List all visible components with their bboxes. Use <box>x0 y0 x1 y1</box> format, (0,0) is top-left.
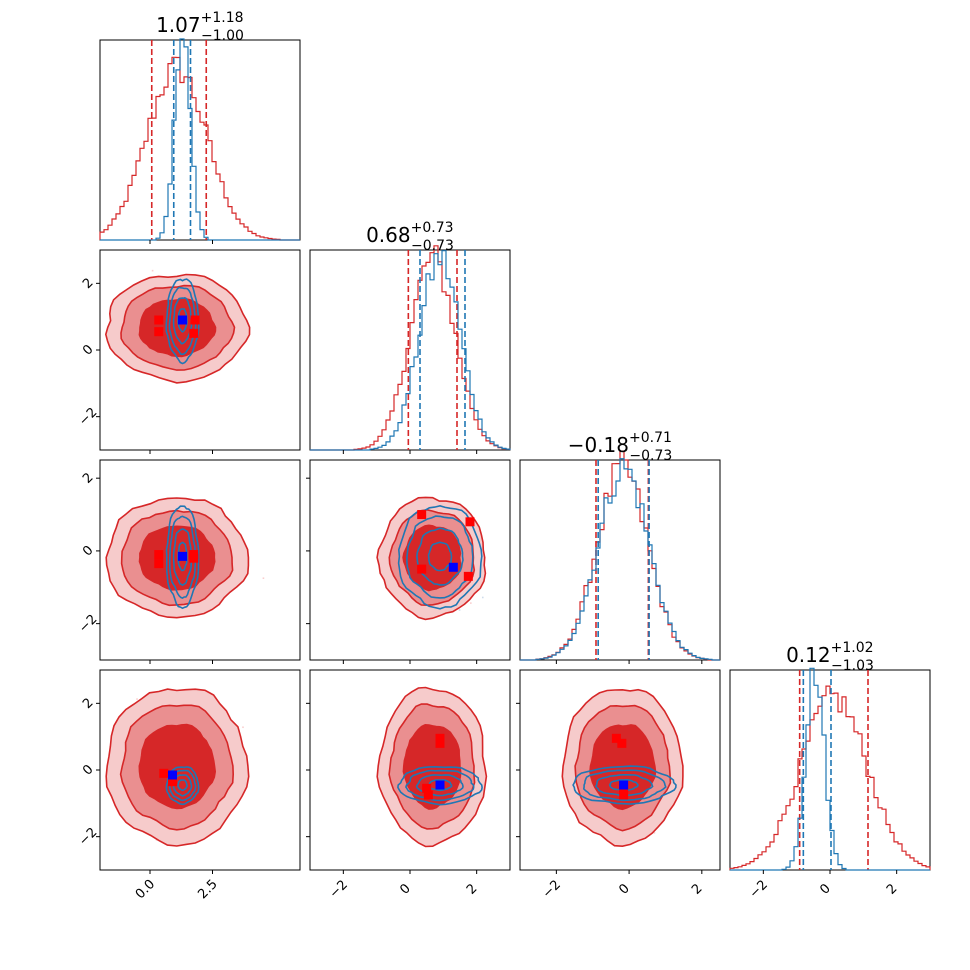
x-tick-label: 2 <box>689 881 705 897</box>
diag-panel-1: 1.07+1.18 −1.00 <box>99 10 301 241</box>
red-marker <box>465 517 475 527</box>
red-marker <box>423 790 433 800</box>
diag-panel-2: 0.68+0.73 −0.73 <box>309 220 511 451</box>
x-tick-label: 0 <box>817 881 833 897</box>
diag-panel-3: −0.18+0.71 −0.73 <box>519 430 721 661</box>
blue-sample-point <box>458 609 461 611</box>
blue-contour-4 <box>165 766 200 806</box>
x-tick-label: 2.5 <box>195 877 220 902</box>
red-sample-point <box>151 269 154 272</box>
red-marker <box>435 733 445 743</box>
panel-3-0: −2 0 2 <box>76 669 301 874</box>
panel-frame <box>99 459 301 661</box>
y-tick-label: −2 <box>76 612 100 636</box>
blue-marker <box>178 551 187 561</box>
red-marker <box>190 315 200 325</box>
red-marker <box>463 571 473 581</box>
red-marker <box>417 510 427 520</box>
y-tick-label: 0 <box>80 342 96 358</box>
blue-contour-4 <box>165 278 200 365</box>
red-marker <box>617 738 627 748</box>
panel-frame <box>729 669 931 871</box>
x-tick-label: −2 <box>327 877 351 901</box>
blue-marker <box>178 315 187 325</box>
panel-3-1 <box>306 669 511 874</box>
red-histogram <box>99 56 300 241</box>
blue-marker <box>448 562 458 572</box>
y-tick-label: −2 <box>76 825 100 849</box>
blue-contour-4 <box>397 765 483 806</box>
red-sample-point <box>242 726 244 729</box>
red-sample-point <box>653 832 656 834</box>
blue-contour-4 <box>397 504 483 610</box>
red-marker <box>154 559 164 569</box>
x-tick-label: −2 <box>540 877 564 901</box>
red-marker <box>168 777 177 787</box>
y-tick-label: 0 <box>80 762 96 778</box>
x-tick-label: 2 <box>884 881 900 897</box>
red-marker <box>154 315 164 325</box>
y-tick-label: −2 <box>76 405 100 429</box>
blue-contour-1 <box>427 541 453 572</box>
x-tick-label: 0 <box>397 881 413 897</box>
y-tick-label: 0 <box>80 543 96 559</box>
red-marker <box>422 783 432 793</box>
title-param-2: 0.68+0.73 −0.73 <box>366 220 454 254</box>
red-marker <box>159 768 169 778</box>
red-marker <box>154 327 164 337</box>
red-sample-point <box>262 577 265 579</box>
red-marker <box>189 553 199 563</box>
red-marker <box>619 790 629 800</box>
title-param-4: 0.12+1.02 −1.03 <box>786 640 874 674</box>
blue-histogram <box>730 667 930 871</box>
panel-frame <box>99 39 301 241</box>
blue-contour-4 <box>165 505 200 610</box>
x-tick-label: 0 <box>616 881 632 897</box>
blue-contour-2 <box>594 774 654 797</box>
blue-marker <box>435 780 445 790</box>
title-param-1: 1.07+1.18 −1.00 <box>156 10 244 44</box>
blue-contour-2 <box>415 774 464 797</box>
x-tick-label: 2 <box>464 881 480 897</box>
panel-3-2 <box>516 669 721 874</box>
blue-contour-3 <box>405 769 475 802</box>
red-sample-point <box>470 602 472 604</box>
blue-histogram <box>100 38 300 241</box>
blue-contour-3 <box>582 769 667 802</box>
red-marker <box>611 733 621 743</box>
blue-histogram <box>310 250 511 451</box>
y-tick-label: 2 <box>80 695 96 711</box>
blue-contour-2 <box>416 527 464 586</box>
blue-contour-2 <box>172 297 193 345</box>
blue-contour-3 <box>168 515 197 599</box>
blue-contour-2 <box>172 528 193 587</box>
y-tick-label: 2 <box>80 275 96 291</box>
blue-contour-1 <box>608 779 639 792</box>
blue-contour-3 <box>406 515 474 599</box>
blue-marker <box>619 780 629 790</box>
red-marker <box>154 550 164 560</box>
diag-panel-4: 0.12+1.02 −1.03 <box>729 640 931 871</box>
red-histogram <box>729 685 931 870</box>
red-marker <box>417 564 427 574</box>
x-tick-label: −2 <box>747 877 771 901</box>
red-marker <box>435 738 445 748</box>
red-marker <box>189 328 199 338</box>
panel-1-0: −2 0 2 <box>76 249 301 454</box>
blue-contour-3 <box>168 286 197 356</box>
panel-2-1 <box>306 459 511 664</box>
y-tick-label: 2 <box>80 470 96 486</box>
blue-contour-4 <box>572 765 677 805</box>
red-sample-point <box>136 698 138 700</box>
panel-frame <box>309 249 511 451</box>
title-param-3: −0.18+0.71 −0.73 <box>568 430 673 464</box>
blue-contour-1 <box>177 779 188 792</box>
panel-2-0: −2 0 2 <box>76 459 301 664</box>
x-tick-label: 0.0 <box>133 877 158 902</box>
blue-histogram <box>520 458 720 661</box>
blue-sample-point <box>481 596 484 599</box>
panel-frame <box>519 459 721 661</box>
blue-marker <box>168 770 177 780</box>
